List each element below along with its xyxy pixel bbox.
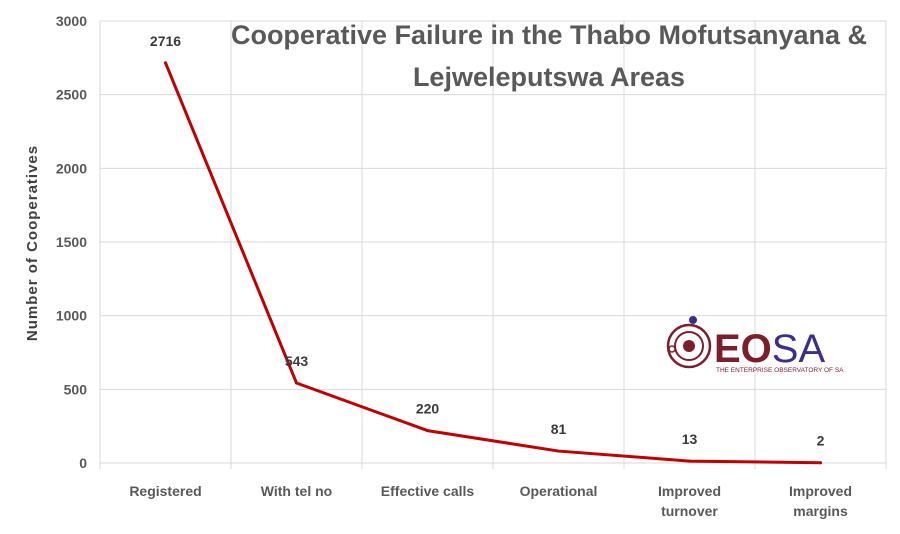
x-tick-label: With tel no <box>261 483 332 499</box>
y-axis-label: Number of Cooperatives <box>24 145 41 341</box>
data-label: 2 <box>817 433 825 449</box>
x-tick-label: Improved margins <box>789 483 852 519</box>
data-point <box>688 459 691 463</box>
orbit-icon <box>666 316 712 369</box>
x-tick-label-line: Effective calls <box>381 483 475 499</box>
series-line <box>164 61 822 465</box>
y-tick-label: 2500 <box>56 87 87 103</box>
chart-title-line-2: Lejweleputswa Areas <box>413 62 685 92</box>
data-label: 81 <box>551 421 567 437</box>
y-tick-label: 2000 <box>56 160 87 176</box>
x-tick-label-line: Operational <box>520 483 598 499</box>
data-label: 543 <box>285 353 309 369</box>
x-tick-label-line: margins <box>793 503 848 519</box>
y-axis-ticks: 0 500 1000 1500 2000 2500 3000 <box>56 13 87 471</box>
y-tick-label: 500 <box>64 381 88 397</box>
data-point <box>819 461 822 465</box>
data-point <box>557 449 560 453</box>
data-label: 13 <box>682 431 698 447</box>
eosa-logo: EOSA THE ENTERPRISE OBSERVATORY OF SA <box>666 316 844 374</box>
x-tick-label-line: Improved <box>658 483 721 499</box>
x-tick-label-line: Improved <box>789 483 852 499</box>
x-tick-label-line: Registered <box>129 483 201 499</box>
x-tick-label: Registered <box>129 483 201 499</box>
x-tick-label: Operational <box>520 483 598 499</box>
chart-title-line-1: Cooperative Failure in the Thabo Mofutsa… <box>231 20 867 50</box>
y-tick-label: 1000 <box>56 308 87 324</box>
data-label: 220 <box>416 401 440 417</box>
data-labels: 2716 543 220 81 13 2 <box>150 33 825 449</box>
data-label: 2716 <box>150 33 181 49</box>
x-tick-label-line: With tel no <box>261 483 332 499</box>
gridlines <box>99 20 887 469</box>
y-tick-label: 0 <box>79 455 87 471</box>
series-layer <box>164 61 822 465</box>
logo-wordmark: EOSA <box>714 327 825 371</box>
x-tick-label: Effective calls <box>381 483 475 499</box>
data-point <box>426 429 429 433</box>
data-point <box>164 61 167 65</box>
x-tick-label-line: turnover <box>661 503 718 519</box>
data-point <box>295 381 298 385</box>
logo-tagline: THE ENTERPRISE OBSERVATORY OF SA <box>716 367 844 374</box>
x-tick-label: Improved turnover <box>658 483 721 519</box>
y-tick-label: 3000 <box>56 13 87 29</box>
x-axis-ticks: Registered With tel no Effective calls Oper… <box>129 483 852 519</box>
y-tick-label: 1500 <box>56 234 87 250</box>
